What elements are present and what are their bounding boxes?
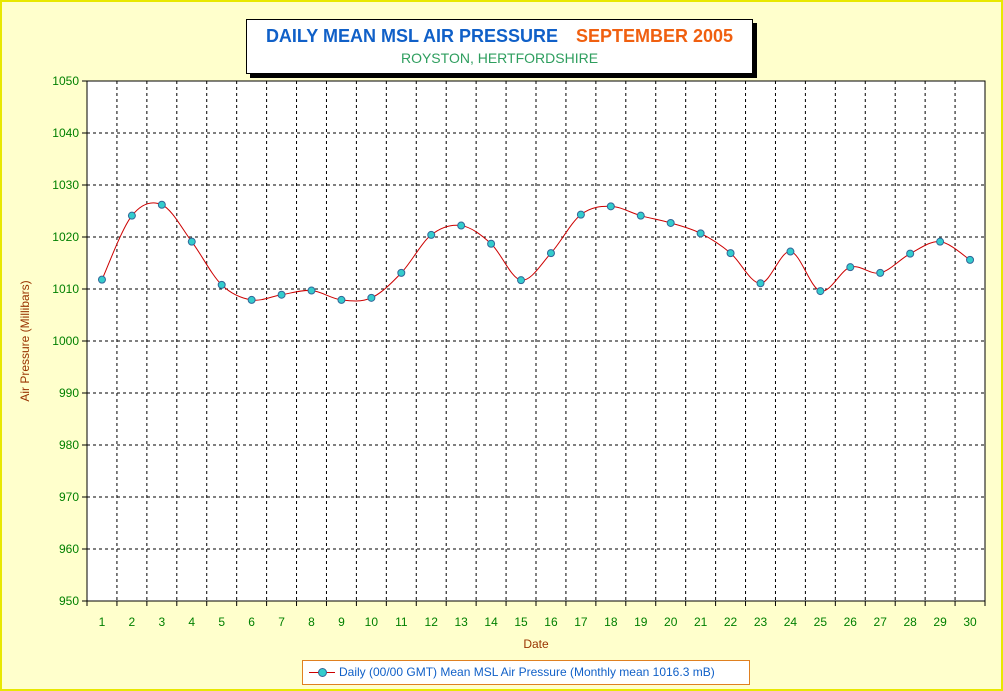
- y-axis-title: Air Pressure (Millibars): [18, 280, 32, 401]
- y-tick-label: 1040: [52, 126, 79, 140]
- y-tick-label: 970: [59, 490, 79, 504]
- x-tick-label: 15: [514, 615, 528, 629]
- x-tick-label: 23: [754, 615, 768, 629]
- chart-title-month: SEPTEMBER 2005: [576, 26, 734, 46]
- x-tick-label: 22: [724, 615, 738, 629]
- data-point: [906, 249, 915, 258]
- x-tick-label: 30: [963, 615, 977, 629]
- chart-title: DAILY MEAN MSL AIR PRESSURE: [265, 26, 558, 46]
- x-tick-label: 9: [338, 615, 345, 629]
- data-point: [606, 202, 615, 211]
- chart-subtitle: ROYSTON, HERTFORDSHIRE: [400, 50, 599, 66]
- data-point: [726, 249, 735, 258]
- y-tick-label: 950: [59, 594, 79, 608]
- x-tick-label: 26: [844, 615, 858, 629]
- x-tick-label: 8: [308, 615, 315, 629]
- legend-marker-icon: [318, 668, 327, 677]
- data-point: [876, 268, 885, 277]
- data-point: [936, 237, 945, 246]
- y-tick-label: 1030: [52, 178, 79, 192]
- x-axis-title: Date: [523, 637, 549, 651]
- data-point: [487, 239, 496, 248]
- x-tick-label: 21: [694, 615, 708, 629]
- x-tick-label: 20: [664, 615, 678, 629]
- data-point: [217, 280, 226, 289]
- x-tick-label: 28: [903, 615, 917, 629]
- y-tick-label: 1020: [52, 230, 79, 244]
- y-tick-label: 1000: [52, 334, 79, 348]
- data-point: [846, 263, 855, 272]
- data-point: [786, 247, 795, 256]
- x-tick-label: 1: [99, 615, 106, 629]
- data-point: [367, 293, 376, 302]
- data-point: [546, 249, 555, 258]
- data-point: [97, 275, 106, 284]
- x-tick-label: 4: [188, 615, 195, 629]
- x-tick-label: 16: [544, 615, 558, 629]
- x-tick-label: 10: [365, 615, 379, 629]
- data-point: [157, 200, 166, 209]
- data-point: [696, 229, 705, 238]
- data-point: [517, 276, 526, 285]
- legend-label: Daily (00/00 GMT) Mean MSL Air Pressure …: [339, 665, 715, 679]
- data-point: [636, 211, 645, 220]
- x-tick-label: 5: [218, 615, 225, 629]
- x-tick-label: 7: [278, 615, 285, 629]
- data-point: [816, 287, 825, 296]
- data-point: [247, 295, 256, 304]
- data-point: [666, 218, 675, 227]
- x-tick-label: 19: [634, 615, 648, 629]
- y-tick-label: 1010: [52, 282, 79, 296]
- x-tick-label: 17: [574, 615, 588, 629]
- data-point: [427, 230, 436, 239]
- data-point: [756, 279, 765, 288]
- x-tick-label: 2: [129, 615, 136, 629]
- x-tick-label: 25: [814, 615, 828, 629]
- data-point: [337, 295, 346, 304]
- data-point: [277, 290, 286, 299]
- data-point: [307, 286, 316, 295]
- legend: Daily (00/00 GMT) Mean MSL Air Pressure …: [302, 660, 750, 685]
- x-tick-label: 27: [874, 615, 888, 629]
- data-point: [576, 210, 585, 219]
- y-tick-label: 990: [59, 386, 79, 400]
- title-box: DAILY MEAN MSL AIR PRESSURE SEPTEMBER 200…: [246, 19, 753, 74]
- data-point: [966, 255, 975, 264]
- x-tick-label: 11: [395, 615, 408, 629]
- y-tick-label: 980: [59, 438, 79, 452]
- pressure-line-chart: 9509609709809901000101010201030104010501…: [18, 74, 986, 651]
- data-point: [397, 268, 406, 277]
- y-tick-label: 960: [59, 542, 79, 556]
- title-line: DAILY MEAN MSL AIR PRESSURE SEPTEMBER 200…: [247, 26, 752, 47]
- data-point: [187, 237, 196, 246]
- x-tick-label: 3: [158, 615, 165, 629]
- x-tick-label: 24: [784, 615, 798, 629]
- x-tick-label: 6: [248, 615, 255, 629]
- data-point: [127, 211, 136, 220]
- data-point: [457, 221, 466, 230]
- y-tick-label: 1050: [52, 74, 79, 88]
- x-tick-label: 12: [425, 615, 439, 629]
- x-tick-label: 18: [604, 615, 618, 629]
- x-tick-label: 13: [454, 615, 468, 629]
- x-tick-label: 29: [933, 615, 947, 629]
- x-tick-label: 14: [484, 615, 498, 629]
